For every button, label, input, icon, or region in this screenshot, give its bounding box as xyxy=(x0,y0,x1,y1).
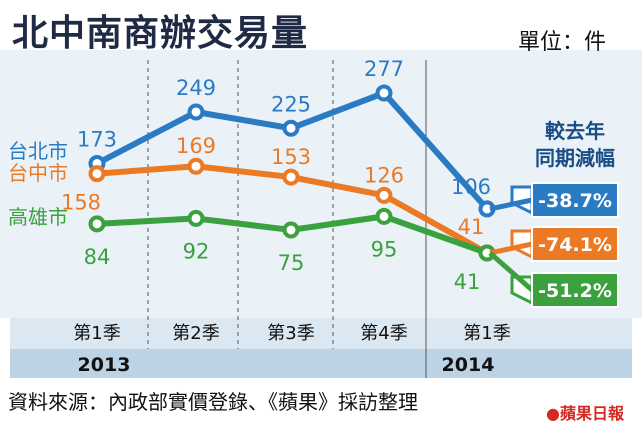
data-label: 225 xyxy=(271,92,311,116)
data-point xyxy=(282,221,300,239)
comparison-title-line-2: 同期減幅 xyxy=(535,146,615,170)
data-label: 158 xyxy=(61,191,101,215)
data-label: 95 xyxy=(371,237,398,261)
yoy-connector xyxy=(489,241,533,256)
logo-text: 蘋果日報 xyxy=(559,404,624,423)
data-label: 92 xyxy=(183,239,210,263)
yoy-value: -38.7% xyxy=(538,190,612,212)
data-label: 41 xyxy=(454,270,481,294)
comparison-title: 較去年 同期減幅 xyxy=(530,118,620,172)
chart-title: 北中南商辦交易量 xyxy=(12,13,309,54)
x-tick-label: 第4季 xyxy=(360,323,407,344)
data-label: 173 xyxy=(77,128,117,152)
comparison-title-line-1: 較去年 xyxy=(545,119,605,143)
yoy-connector xyxy=(488,251,534,292)
x-tick-label: 第1季 xyxy=(463,323,510,344)
yoy-connector xyxy=(489,197,533,212)
data-label: 153 xyxy=(271,145,311,169)
data-point xyxy=(375,207,393,225)
data-point xyxy=(282,168,300,186)
data-label: 126 xyxy=(364,163,404,187)
apple-icon: ● xyxy=(546,404,560,423)
data-point xyxy=(375,186,393,204)
data-point xyxy=(187,157,205,175)
data-point xyxy=(282,119,300,137)
data-label: 84 xyxy=(84,245,111,269)
data-label: 75 xyxy=(278,251,305,275)
series-name-label: 台中市 xyxy=(8,161,68,185)
data-label: 106 xyxy=(451,175,491,199)
yoy-box xyxy=(531,226,619,262)
series-name-label: 高雄市 xyxy=(8,205,68,229)
brand-logo: ●蘋果日報 xyxy=(546,400,624,424)
data-point xyxy=(187,103,205,121)
yoy-box xyxy=(531,182,619,218)
data-point xyxy=(88,165,106,183)
series-name-label: 台北市 xyxy=(8,139,68,163)
x-tick-label: 第1季 xyxy=(73,323,120,344)
year-label: 2013 xyxy=(78,354,131,376)
data-label: 249 xyxy=(176,76,216,100)
data-label: 169 xyxy=(176,134,216,158)
data-point xyxy=(88,215,106,233)
year-label: 2014 xyxy=(442,354,495,376)
yoy-value: -74.1% xyxy=(538,234,612,256)
year-band xyxy=(10,349,632,378)
unit-label: 單位：件 xyxy=(518,30,607,55)
data-point xyxy=(187,209,205,227)
data-point xyxy=(375,84,393,102)
data-label: 41 xyxy=(458,215,485,239)
category-band xyxy=(10,318,632,349)
yoy-box xyxy=(531,272,619,308)
x-tick-label: 第3季 xyxy=(267,323,314,344)
yoy-value: -51.2% xyxy=(538,280,612,302)
source-note: 資料來源：內政部實價登錄、《蘋果》採訪整理 xyxy=(8,390,418,414)
data-label: 277 xyxy=(364,57,404,81)
x-tick-label: 第2季 xyxy=(172,323,219,344)
